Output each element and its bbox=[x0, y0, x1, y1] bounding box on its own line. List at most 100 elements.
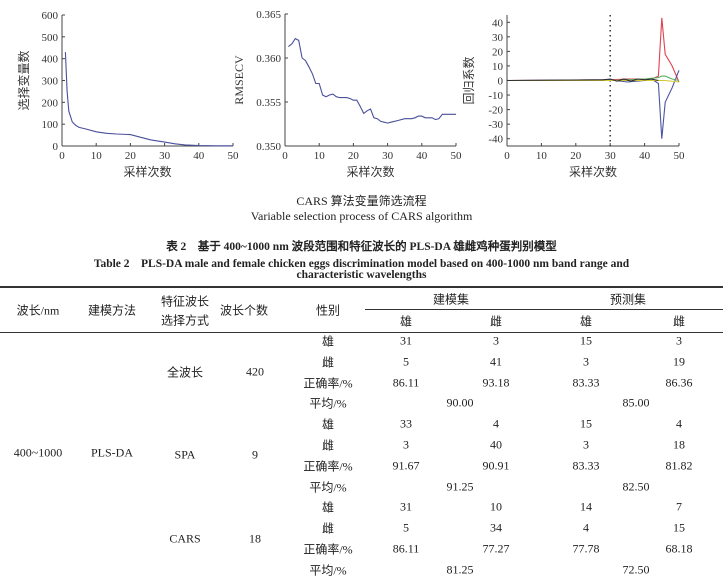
table-top-rule bbox=[0, 286, 723, 288]
header-bottom-rule bbox=[0, 332, 723, 333]
data-cell: 3 bbox=[493, 333, 499, 348]
header-sex: 性别 bbox=[315, 303, 341, 318]
row-label: 雄 bbox=[321, 334, 335, 349]
series-line-5 bbox=[506, 78, 659, 82]
header-group-rule bbox=[365, 309, 723, 310]
data-cell: 15 bbox=[673, 520, 685, 535]
chart-2: 0 10 20 30 40 50 0.350 0.355 0.360 0.365 采样次数 RMSEC… bbox=[232, 9, 462, 179]
data-cell: 19 bbox=[673, 354, 685, 369]
data-cell: 34 bbox=[490, 520, 502, 535]
x-tick-label: 0 bbox=[282, 150, 288, 162]
row-label: 正确率/% bbox=[303, 542, 353, 557]
x-axis-label: 采样次数 bbox=[569, 164, 617, 179]
data-cell: 10 bbox=[490, 499, 502, 514]
table-title-en-2: characteristic wavelengths bbox=[296, 269, 427, 281]
y-tick-label: 30 bbox=[492, 32, 504, 44]
x-tick-label: 20 bbox=[570, 150, 582, 162]
data-cell: 3 bbox=[403, 437, 409, 452]
figure-caption-cn: CARS 算法变量筛选流程 bbox=[296, 194, 427, 208]
data-cell: 4 bbox=[493, 416, 499, 431]
row-label: 雌 bbox=[321, 355, 335, 370]
x-tick-label: 40 bbox=[416, 150, 428, 162]
row-label: 平均/% bbox=[309, 480, 347, 495]
y-tick-label: 0.355 bbox=[256, 97, 281, 109]
y-tick-label: 500 bbox=[42, 32, 59, 44]
x-tick-label: 0 bbox=[504, 150, 510, 162]
y-tick-label: 0 bbox=[53, 141, 59, 153]
average-prediction-cell: 82.50 bbox=[622, 479, 650, 494]
header-sub-sex: 雌 bbox=[489, 314, 503, 329]
row-label: 雌 bbox=[321, 438, 335, 453]
row-label: 雄 bbox=[321, 417, 335, 432]
y-axis-label: 选择变量数 bbox=[16, 50, 31, 110]
data-cell: 91.67 bbox=[392, 458, 420, 473]
data-cell: 15 bbox=[580, 416, 592, 431]
y-tick-label: 0.365 bbox=[256, 9, 281, 21]
y-tick-label: -10 bbox=[488, 90, 503, 102]
x-tick-label: 20 bbox=[348, 150, 360, 162]
x-tick-label: 20 bbox=[125, 150, 137, 162]
row-label: 雄 bbox=[321, 500, 335, 515]
y-tick-label: -40 bbox=[488, 134, 503, 146]
data-cell: 3 bbox=[583, 354, 589, 369]
x-tick-label: 10 bbox=[536, 150, 548, 162]
header-count: 波长个数 bbox=[219, 303, 269, 318]
average-calibration-cell: 81.25 bbox=[446, 562, 474, 577]
data-cell: 5 bbox=[403, 520, 409, 535]
data-cell: 3 bbox=[676, 333, 682, 348]
x-tick-label: 40 bbox=[193, 150, 205, 162]
x-axis-label: 采样次数 bbox=[346, 164, 394, 179]
y-tick-label: 400 bbox=[42, 54, 59, 66]
header-method: 建模方法 bbox=[87, 303, 137, 318]
data-cell: 31 bbox=[400, 499, 412, 514]
data-cell: 86.11 bbox=[392, 375, 420, 390]
y-tick-label: 0.360 bbox=[256, 53, 281, 65]
y-tick-label: 100 bbox=[42, 119, 59, 131]
data-cell: 77.27 bbox=[482, 541, 510, 556]
data-cell: 33 bbox=[400, 416, 412, 431]
average-prediction-cell: 85.00 bbox=[622, 395, 650, 410]
x-tick-label: 30 bbox=[605, 150, 617, 162]
x-tick-label: 40 bbox=[639, 150, 651, 162]
data-cell: 40 bbox=[490, 437, 502, 452]
wavelength-count-cell: 18 bbox=[249, 531, 261, 546]
selection-method-cell: SPA bbox=[174, 447, 196, 462]
x-tick-label: 50 bbox=[674, 150, 686, 162]
header-sub-sex: 雄 bbox=[399, 314, 413, 329]
figure-caption-en: Variable selection process of CARS algor… bbox=[250, 209, 473, 223]
row-label: 雌 bbox=[321, 521, 335, 536]
x-tick-label: 0 bbox=[59, 150, 65, 162]
x-tick-label: 30 bbox=[382, 150, 394, 162]
y-tick-label: 20 bbox=[492, 46, 504, 58]
y-tick-label: 10 bbox=[492, 61, 504, 73]
data-cell: 3 bbox=[583, 437, 589, 452]
y-axis-label: RMSECV bbox=[232, 55, 246, 105]
data-cell: 7 bbox=[676, 499, 682, 514]
data-cell: 81.82 bbox=[665, 458, 693, 473]
average-prediction-cell: 72.50 bbox=[622, 562, 650, 577]
header-sub-sex: 雄 bbox=[579, 314, 593, 329]
header-selection: 特征波长 bbox=[160, 294, 210, 309]
data-cell: 86.11 bbox=[392, 541, 420, 556]
series-line-4 bbox=[507, 79, 680, 83]
row-label: 平均/% bbox=[309, 396, 347, 411]
data-cell: 90.91 bbox=[482, 458, 510, 473]
average-calibration-cell: 90.00 bbox=[446, 395, 474, 410]
data-cell: 5 bbox=[403, 354, 409, 369]
x-tick-label: 10 bbox=[91, 150, 103, 162]
y-tick-label: 300 bbox=[42, 76, 59, 88]
wavelength-count-cell: 9 bbox=[252, 447, 258, 462]
data-cell: 68.18 bbox=[665, 541, 693, 556]
header-wavelength: 波长/nm bbox=[16, 303, 60, 318]
table-title-en: Table 2 PLS-DA male and female chicken e… bbox=[93, 258, 630, 270]
data-cell: 83.33 bbox=[572, 375, 600, 390]
header-sub-sex: 雌 bbox=[672, 314, 686, 329]
modeling-method-cell: PLS-DA bbox=[90, 445, 134, 460]
data-cell: 77.78 bbox=[572, 541, 600, 556]
data-cell: 83.33 bbox=[572, 458, 600, 473]
x-axis-label: 采样次数 bbox=[123, 164, 171, 179]
series-line-1 bbox=[64, 52, 233, 147]
chart-3: 0 10 20 30 40 50 -40 -30 -20 -10 0 10 20 30 40 采样次数 回归系数 bbox=[461, 15, 685, 179]
